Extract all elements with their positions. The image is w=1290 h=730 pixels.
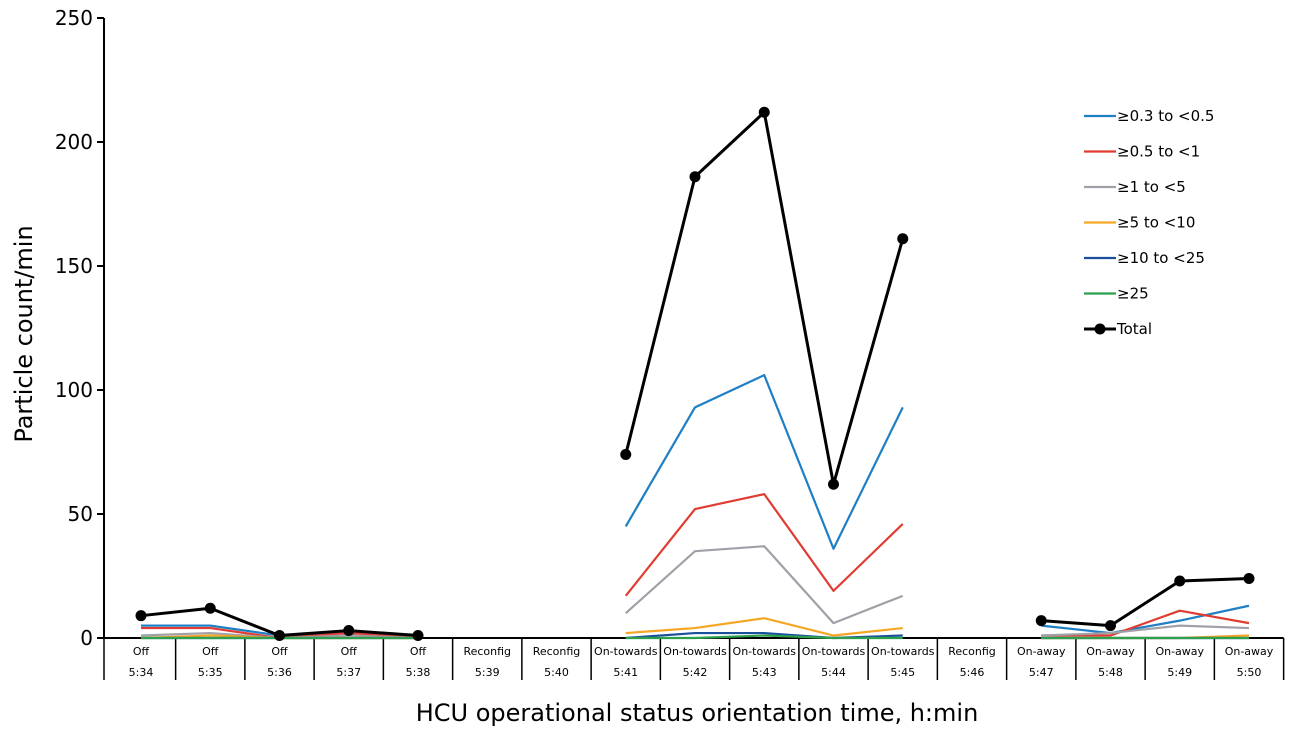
total-data-point [343, 625, 355, 637]
category-status-label: Off [271, 645, 288, 658]
category-status-label: Off [410, 645, 427, 658]
series-line-segment [624, 110, 905, 486]
category-time-label: 5:44 [821, 666, 846, 679]
total-data-point [689, 171, 701, 183]
legend-label: Total [1116, 320, 1152, 338]
category-status-label: On-away [1225, 645, 1274, 658]
category-status-label: Reconfig [463, 645, 511, 658]
legend-item: ≥10 to <25 [1084, 249, 1205, 267]
series-line-segment [624, 493, 904, 597]
total-data-point [897, 233, 909, 245]
series-0 [141, 374, 1250, 637]
total-data-point [412, 630, 424, 642]
category-status-label: Off [341, 645, 358, 658]
total-data-point [828, 478, 839, 490]
total-data-point [204, 602, 216, 614]
category-time-label: 5:34 [129, 666, 154, 679]
legend-label: ≥25 [1117, 285, 1149, 303]
series-line-segment [625, 545, 904, 625]
legend-marker [1094, 323, 1106, 335]
category-status-label: On-towards [663, 645, 727, 658]
legend-item: ≥1 to <5 [1084, 178, 1186, 196]
category-status-label: Off [202, 645, 219, 658]
series-layer [135, 106, 1255, 642]
total-data-point [1105, 620, 1116, 632]
y-axis-title: Particle count/min [10, 225, 38, 442]
total-data-point [1174, 575, 1186, 587]
total-data-point [758, 106, 770, 118]
series-line-segment [1041, 576, 1250, 628]
series-total [135, 106, 1255, 642]
category-time-label: 5:46 [960, 666, 985, 679]
x-axis-title: HCU operational status orientation time,… [416, 699, 979, 727]
category-time-label: 5:45 [890, 666, 915, 679]
legend-item: Total [1084, 320, 1152, 338]
y-tick-label: 200 [55, 130, 93, 154]
category-time-label: 5:36 [267, 666, 292, 679]
total-data-point [1243, 572, 1255, 584]
series-line-segment [625, 634, 903, 640]
category-time-label: 5:49 [1167, 666, 1192, 679]
category-time-label: 5:42 [683, 666, 708, 679]
y-axis: 0 50 100 150 200 250 [55, 6, 105, 650]
legend-item: ≥0.5 to <1 [1084, 143, 1200, 161]
total-data-point [620, 448, 632, 460]
series-line-segment [625, 617, 903, 637]
category-status-label: Reconfig [948, 645, 996, 658]
series-line-segment [624, 374, 904, 550]
x-axis: Off 5:34 Off 5:35 Off 5:36 Off 5:37 Off 5:38 Recon… [103, 637, 1285, 680]
legend-label: ≥0.5 to <1 [1117, 143, 1200, 161]
category-status-label: On-towards [871, 645, 935, 658]
category-status-label: On-towards [802, 645, 866, 658]
legend-label: ≥1 to <5 [1117, 178, 1186, 196]
y-tick-label: 250 [55, 6, 93, 30]
category-time-label: 5:50 [1237, 666, 1262, 679]
series-line-segment [1041, 624, 1250, 637]
category-time-label: 5:48 [1098, 666, 1123, 679]
total-data-point [135, 610, 147, 622]
category-time-label: 5:47 [1029, 666, 1054, 679]
series-1 [141, 493, 1250, 640]
legend-item: ≥25 [1084, 285, 1149, 303]
category-time-label: 5:43 [752, 666, 777, 679]
legend-item: ≥0.3 to <0.5 [1084, 107, 1214, 125]
category-time-label: 5:38 [406, 666, 431, 679]
category-status-label: On-towards [594, 645, 658, 658]
category-time-label: 5:35 [198, 666, 223, 679]
legend-label: ≥10 to <25 [1117, 249, 1205, 267]
category-time-label: 5:40 [544, 666, 569, 679]
y-tick-label: 100 [55, 378, 93, 402]
total-data-point [274, 630, 285, 642]
category-status-label: On-away [1086, 645, 1135, 658]
y-tick-label: 150 [55, 254, 93, 278]
category-time-label: 5:37 [336, 666, 361, 679]
category-status-label: On-away [1155, 645, 1204, 658]
legend: ≥0.3 to <0.5 ≥0.5 to <1 ≥1 to <5 ≥5 to <10 ≥… [1084, 107, 1214, 338]
total-data-point [1035, 615, 1047, 627]
legend-label: ≥5 to <10 [1117, 214, 1195, 232]
category-time-label: 5:41 [613, 666, 638, 679]
legend-label: ≥0.3 to <0.5 [1117, 107, 1214, 125]
series-line-segment [1041, 604, 1250, 635]
category-time-label: 5:39 [475, 666, 500, 679]
y-tick-label: 50 [68, 502, 93, 526]
category-status-label: On-away [1017, 645, 1066, 658]
y-tick-label: 0 [80, 626, 93, 650]
category-status-label: Off [133, 645, 150, 658]
series-line-segment [1041, 609, 1250, 637]
category-status-label: Reconfig [533, 645, 581, 658]
legend-item: ≥5 to <10 [1084, 214, 1195, 232]
category-status-label: On-towards [733, 645, 797, 658]
